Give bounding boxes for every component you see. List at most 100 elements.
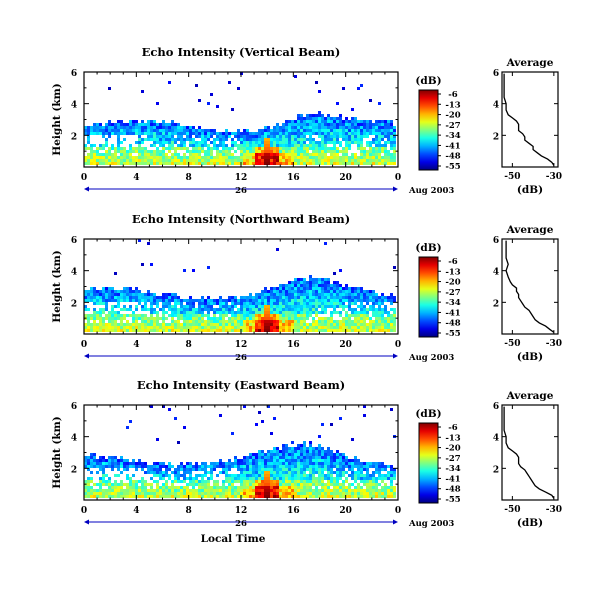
heatmap-cell [303, 323, 306, 326]
heatmap-cell [327, 123, 330, 126]
heatmap-cell [282, 144, 285, 147]
heatmap-cell [255, 329, 258, 332]
heatmap-cell [366, 317, 369, 320]
heatmap-cell [333, 299, 336, 302]
heatmap-cell [141, 129, 144, 132]
heatmap-cell [270, 305, 273, 308]
heatmap-cell [129, 465, 132, 468]
heatmap-cell [195, 474, 198, 477]
heatmap-cell [378, 489, 381, 492]
heatmap-cells [84, 405, 396, 498]
heatmap-cell [177, 477, 180, 480]
heatmap-cell [96, 132, 99, 135]
heatmap-cell [186, 329, 189, 332]
heatmap-cell [168, 293, 171, 296]
heatmap-cell [168, 492, 171, 495]
heatmap-cell [375, 123, 378, 126]
heatmap-cell [297, 450, 300, 453]
heatmap-cell [381, 150, 384, 153]
heatmap-cell [339, 305, 342, 308]
heatmap-cell [297, 302, 300, 305]
heatmap-cell [186, 477, 189, 480]
heatmap-cell [249, 329, 252, 332]
heatmap-cell [300, 126, 303, 129]
heatmap-cell [162, 486, 165, 489]
heatmap-cell [291, 132, 294, 135]
heatmap-cell [252, 159, 255, 162]
heatmap-cell [138, 296, 141, 299]
heatmap-cell [348, 120, 351, 123]
heatmap-cell [222, 150, 225, 153]
heatmap-cell [258, 138, 261, 141]
heatmap-cell [351, 299, 354, 302]
heatmap-cell [216, 144, 219, 147]
heatmap-cell [363, 311, 366, 314]
heatmap-cell [87, 477, 90, 480]
heatmap-cell [330, 450, 333, 453]
heatmap-cell [231, 462, 234, 465]
heatmap-cell [159, 299, 162, 302]
heatmap-cell [120, 147, 123, 150]
heatmap-cell [147, 495, 150, 498]
heatmap-cell [297, 123, 300, 126]
heatmap-cell [108, 462, 111, 465]
heatmap-cell [171, 317, 174, 320]
heatmap-cell [378, 471, 381, 474]
heatmap-cell [393, 144, 396, 147]
heatmap-cell [321, 129, 324, 132]
heatmap-cell [90, 293, 93, 296]
heatmap-cell [342, 456, 345, 459]
heatmap-cell [330, 138, 333, 141]
heatmap-cell [198, 99, 201, 102]
heatmap-cell [342, 147, 345, 150]
heatmap-cell [255, 159, 258, 162]
heatmap-cell [276, 486, 279, 489]
heatmap-cell [228, 477, 231, 480]
heatmap-cell [183, 326, 186, 329]
heatmap-cell [147, 308, 150, 311]
heatmap-cell [312, 150, 315, 153]
heatmap-cell [369, 477, 372, 480]
heatmap-cell [294, 281, 297, 284]
heatmap-cell [348, 495, 351, 498]
heatmap-cell [114, 305, 117, 308]
heatmap-cell [354, 290, 357, 293]
heatmap-cell [243, 159, 246, 162]
heatmap-cell [285, 314, 288, 317]
heatmap-cell [153, 132, 156, 135]
heatmap-cell [348, 308, 351, 311]
heatmap-cell [348, 320, 351, 323]
heatmap-cell [180, 480, 183, 483]
heatmap-cell [333, 117, 336, 120]
heatmap-cell [384, 150, 387, 153]
heatmap-cell [198, 302, 201, 305]
heatmap-cell [312, 474, 315, 477]
heatmap-cell [270, 156, 273, 159]
heatmap-cell [165, 311, 168, 314]
heatmap-cell [201, 132, 204, 135]
heatmap-cell [222, 483, 225, 486]
heatmap-cell [141, 263, 144, 266]
heatmap-cell [375, 153, 378, 156]
heatmap-cell [114, 150, 117, 153]
heatmap-cell [120, 162, 123, 165]
heatmap-cell [285, 320, 288, 323]
heatmap-cell [387, 486, 390, 489]
heatmap-cell [123, 305, 126, 308]
heatmap-cell [168, 465, 171, 468]
heatmap-cell [186, 305, 189, 308]
heatmap-cell [222, 486, 225, 489]
heatmap-cell [99, 126, 102, 129]
heatmap-cell [306, 290, 309, 293]
heatmap-cell [285, 326, 288, 329]
heatmap-cell [219, 308, 222, 311]
heatmap-cell [312, 296, 315, 299]
heatmap-cell [102, 293, 105, 296]
heatmap-cell [345, 323, 348, 326]
heatmap-cell [333, 326, 336, 329]
heatmap-cell [276, 302, 279, 305]
heatmap-cell [327, 326, 330, 329]
heatmap-cell [114, 272, 117, 275]
heatmap-cell [141, 495, 144, 498]
heatmap-cell [351, 492, 354, 495]
